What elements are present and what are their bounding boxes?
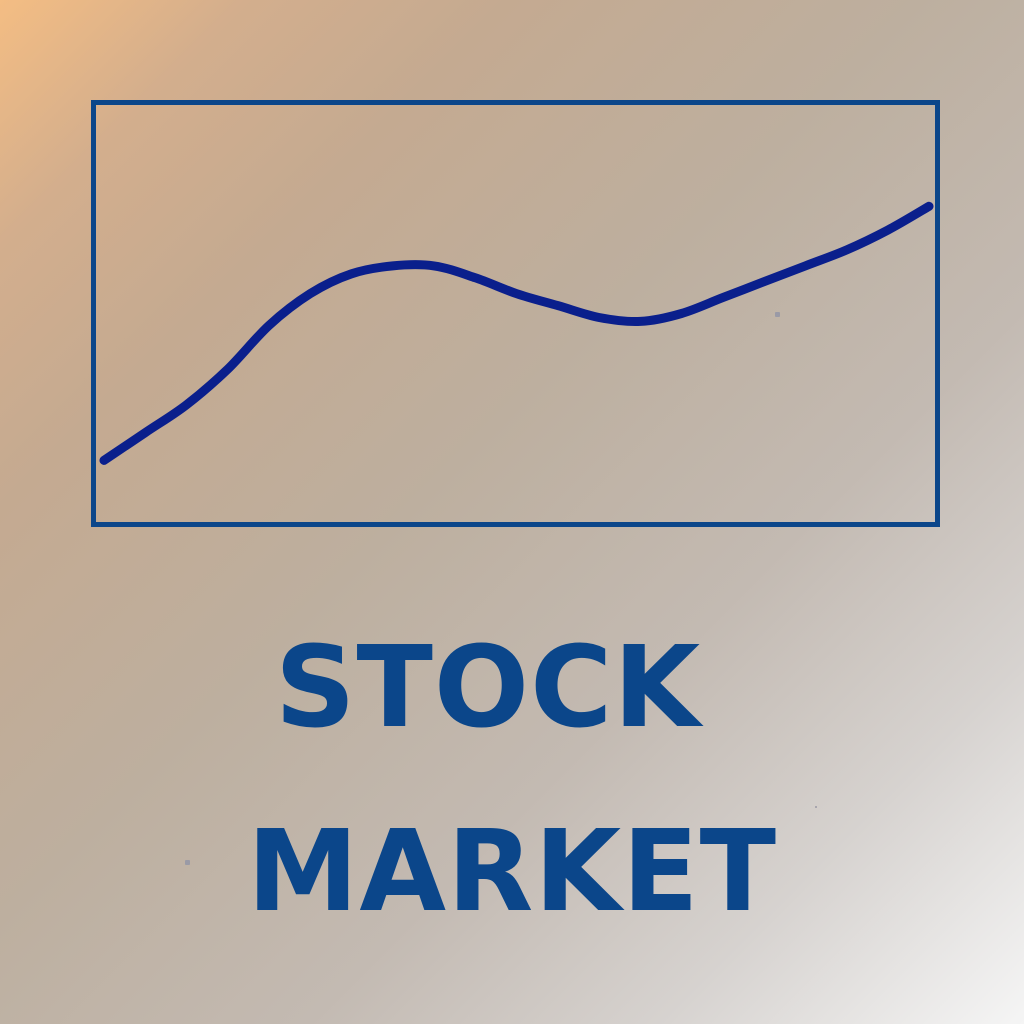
title-stock: STOCK: [274, 623, 702, 753]
title-market: MARKET: [246, 807, 778, 937]
speck: [815, 806, 817, 808]
series-line: [99, 201, 934, 465]
speck: [775, 312, 780, 317]
line-chart-icon: [99, 201, 934, 465]
speck: [185, 860, 190, 865]
chart-frame: [91, 100, 940, 527]
